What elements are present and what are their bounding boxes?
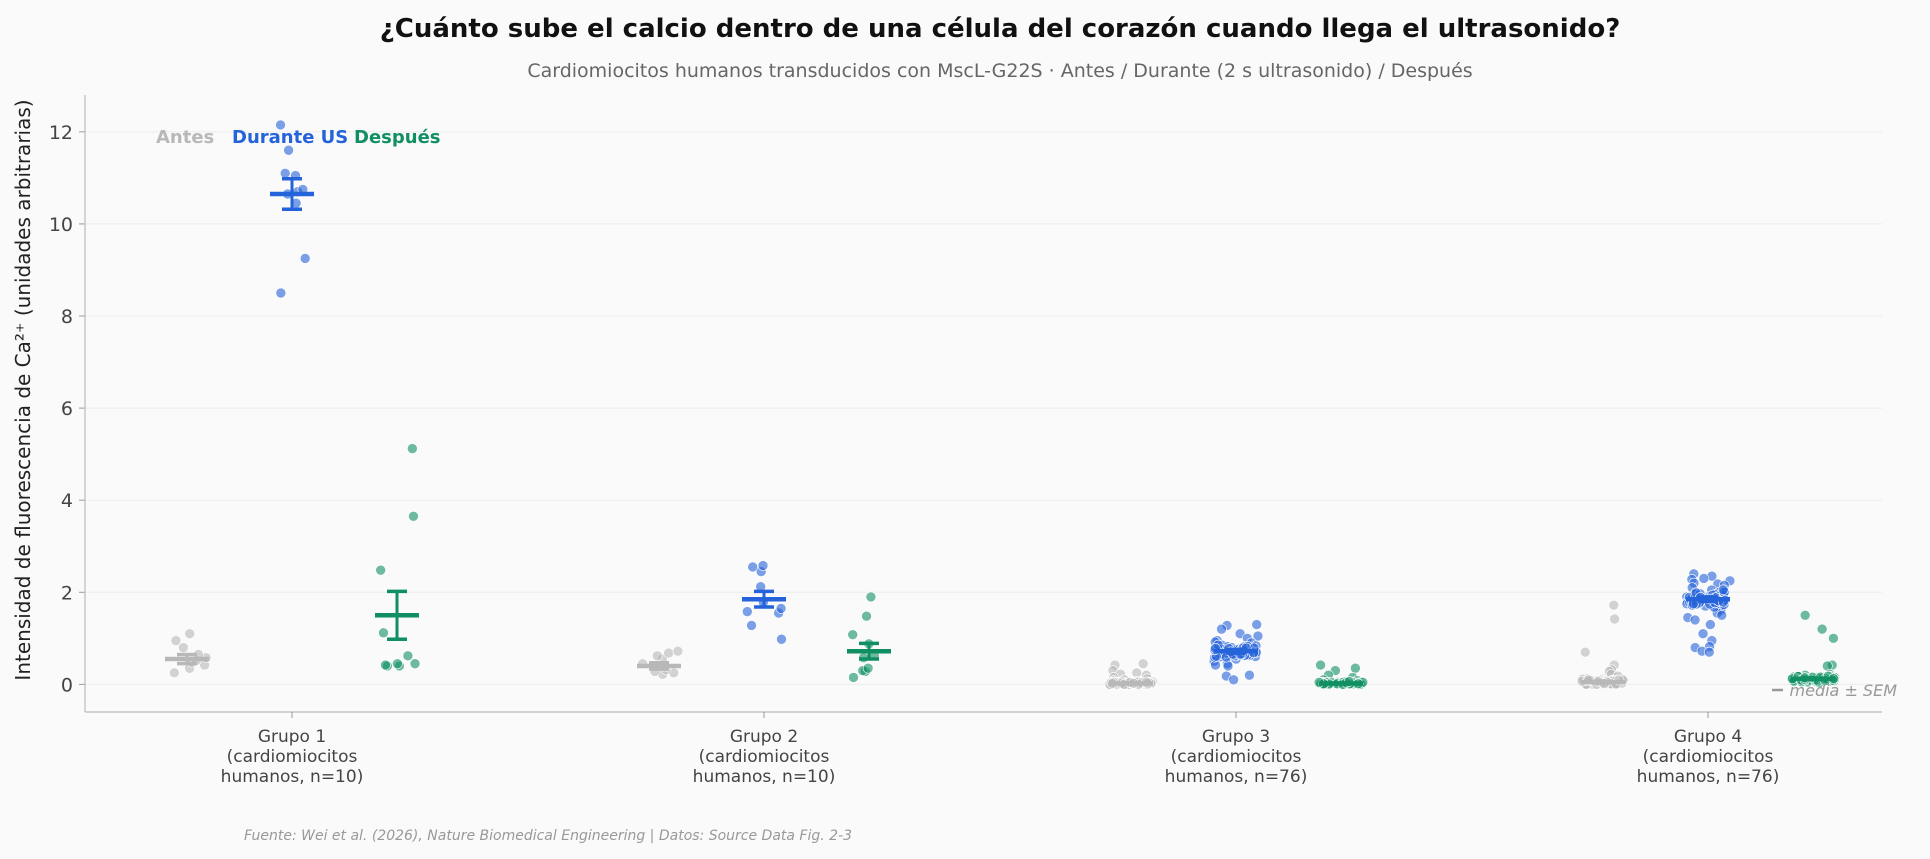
data-point [184,628,195,640]
data-point [1251,619,1263,630]
data-point [1698,573,1710,584]
legend-entry: Después [354,127,440,148]
data-point [865,591,877,603]
data-point [275,119,286,131]
data-point [1244,669,1255,681]
data-point [170,635,182,646]
data-point [392,658,403,669]
x-tick-label: Grupo 4 [1674,727,1742,747]
data-point [1137,658,1149,669]
data-point [1703,646,1715,658]
data-point [1228,674,1239,686]
legend: Antes Durante US Después [156,127,440,148]
data-point [746,620,757,631]
data-point [375,564,386,576]
data-point [1608,599,1620,611]
data-point [279,167,291,179]
y-tick-label: 10 [49,214,73,236]
x-tick-label: Grupo 2 [730,727,798,747]
x-tick-label: humanos, n=76) [1637,767,1780,787]
x-tick-label: (cardiomiocitos [1171,747,1302,767]
data-point [378,627,389,639]
data-point [299,253,311,264]
data-point [1816,623,1828,635]
data-point [1828,633,1839,644]
data-point [747,561,758,573]
data-point [1689,614,1701,626]
data-point [861,610,872,622]
chart-title: ¿Cuánto sube el calcio dentro de una cél… [380,14,1621,44]
mean-sem-note: media ± SEM [1790,681,1898,700]
data-point [1315,659,1326,671]
data-point [408,511,419,522]
x-tick-label: humanos, n=10) [221,767,364,787]
x-tick-label: Grupo 1 [258,727,326,747]
data-point [1609,613,1620,625]
x-tick-label: humanos, n=10) [693,767,836,787]
data-point [663,647,674,659]
data-point [1579,646,1591,658]
y-tick-label: 12 [49,122,73,144]
data-point [275,287,287,299]
legend-entry: Antes [156,127,214,148]
y-tick-label: 0 [61,674,73,696]
data-points [169,119,1840,690]
data-point [1350,662,1361,674]
data-point [283,144,294,156]
x-tick-label: Grupo 3 [1202,727,1270,747]
data-point [757,560,769,571]
mean-sem-markers [165,177,1835,686]
data-point [776,633,787,645]
data-point [409,658,421,669]
data-point [1222,660,1234,672]
data-point [402,650,414,662]
data-point [775,603,787,614]
x-tick-label: (cardiomiocitos [1643,747,1774,767]
y-tick-label: 8 [61,306,73,328]
data-point [741,606,753,617]
x-tick-label: (cardiomiocitos [227,747,358,767]
data-point [1705,619,1716,630]
y-axis-label: Intensidad de fluorescencia de Ca²⁺ (uni… [11,99,35,680]
data-point [1799,610,1811,621]
data-point [848,672,859,683]
chart-subtitle: Cardiomiocitos humanos transducidos con … [527,60,1472,82]
data-point [178,642,189,653]
x-tick-label: (cardiomiocitos [699,747,830,767]
data-point [1716,610,1728,621]
data-point [380,659,391,671]
y-tick-label: 6 [61,398,73,420]
x-tick-label: humanos, n=76) [1165,767,1308,787]
source-note: Fuente: Wei et al. (2026), Nature Biomed… [244,828,852,844]
grid [85,131,1882,685]
data-point [1216,623,1227,635]
data-point [651,650,663,662]
data-point [169,667,180,679]
y-tick-label: 4 [61,490,73,512]
data-point [862,662,874,674]
data-point [1717,584,1729,596]
data-point [1697,628,1709,640]
data-point [407,443,418,454]
data-point [672,645,684,657]
data-point [847,629,859,640]
y-tick-label: 2 [61,582,73,604]
legend-entry: Durante US [232,127,348,148]
